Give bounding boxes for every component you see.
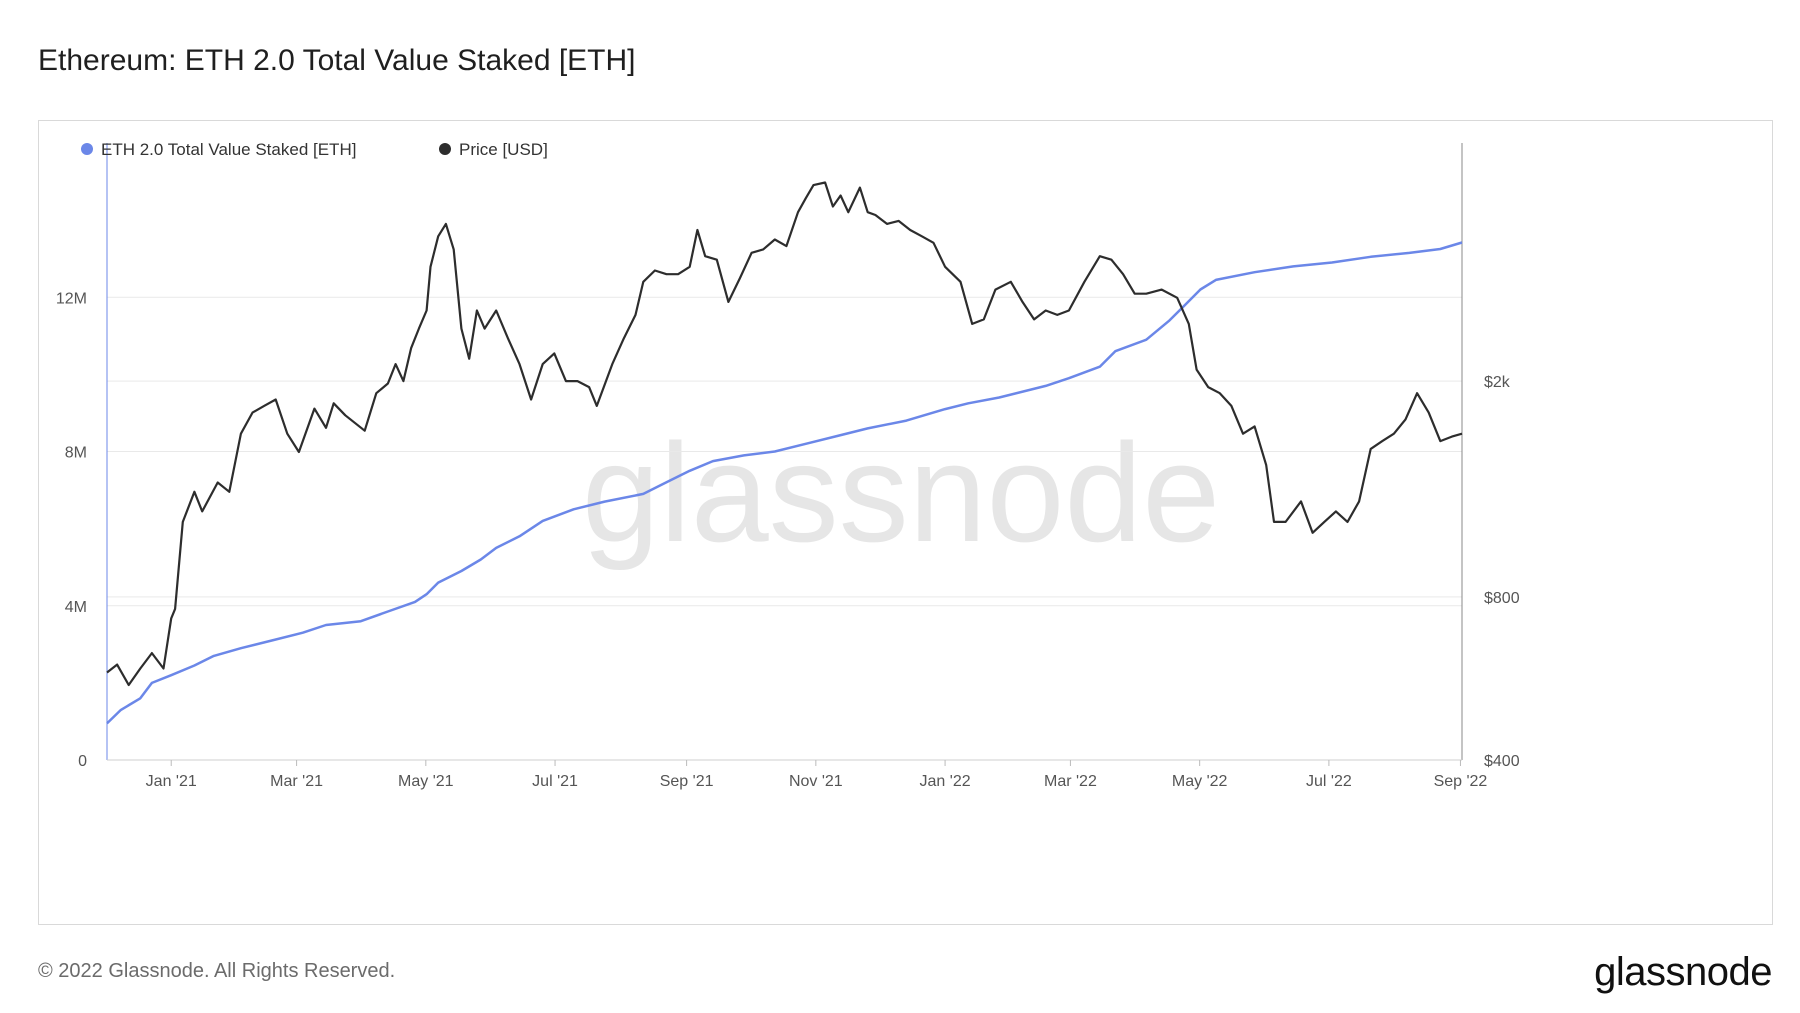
x-tick-label: Mar '21 [270, 773, 323, 790]
y-right-tick-label: $800 [1484, 590, 1520, 607]
chart-svg: glassnode ETH 2.0 Total Value Staked [ET… [56, 140, 1520, 790]
y-right-tick-label: $2k [1484, 374, 1511, 391]
y-axis-lines [106, 143, 1463, 761]
x-tick-label: Jul '22 [1306, 773, 1352, 790]
x-tick-label: May '22 [1172, 773, 1228, 790]
x-tick-label: Nov '21 [789, 773, 843, 790]
series-line-staked [106, 241, 1463, 725]
legend: ETH 2.0 Total Value Staked [ETH] Price [… [81, 140, 548, 159]
legend-label-staked[interactable]: ETH 2.0 Total Value Staked [ETH] [101, 140, 356, 159]
y-left-tick-label: 0 [78, 753, 87, 770]
watermark-text: glassnode [582, 414, 1220, 571]
page-title: Ethereum: ETH 2.0 Total Value Staked [ET… [38, 44, 636, 77]
glassnode-logo: glassnode [1594, 950, 1772, 994]
chart-frame: glassnode ETH 2.0 Total Value Staked [ET… [38, 120, 1773, 925]
legend-label-price[interactable]: Price [USD] [459, 140, 548, 159]
y-left-tick-label: 12M [56, 290, 87, 307]
series-line-price [106, 181, 1463, 687]
tick-labels: Jan '21 Mar '21 May '21 Jul '21 Sep '21 Nov '… [56, 290, 1520, 790]
legend-dot-price [439, 143, 451, 155]
x-tick-label: Jan '22 [920, 773, 971, 790]
x-tick-label: Jan '21 [146, 773, 197, 790]
x-tick-label: May '21 [398, 773, 454, 790]
legend-dot-staked [81, 143, 93, 155]
x-tick-label: Mar '22 [1044, 773, 1097, 790]
copyright-text: © 2022 Glassnode. All Rights Reserved. [38, 960, 396, 982]
x-tick-label: Jul '21 [532, 773, 578, 790]
y-left-tick-label: 8M [65, 445, 87, 462]
y-left-tick-label: 4M [65, 599, 87, 616]
series-group [106, 181, 1463, 725]
x-tick-label: Sep '21 [660, 773, 714, 790]
y-right-tick-label: $400 [1484, 753, 1520, 770]
x-tick-label: Sep '22 [1434, 773, 1488, 790]
